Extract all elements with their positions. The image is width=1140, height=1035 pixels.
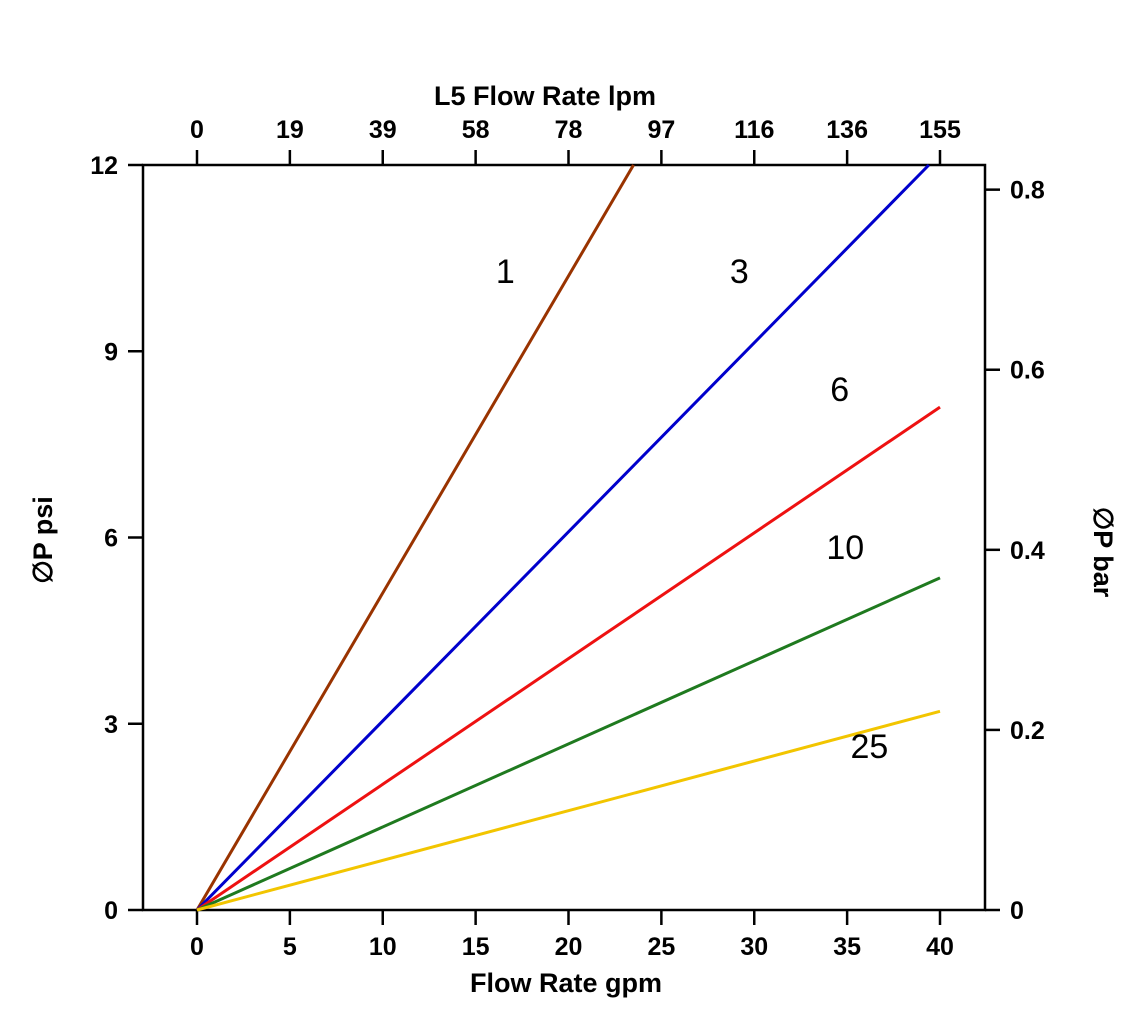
left-axis-tick-label: 0 (104, 897, 118, 925)
top-axis-tick-label: 19 (276, 116, 304, 144)
top-axis-tick-label: 116 (734, 116, 774, 144)
bottom-axis-tick-label: 15 (462, 933, 490, 961)
bottom-axis-tick-label: 10 (369, 933, 397, 961)
top-axis-tick-label: 39 (369, 116, 397, 144)
top-axis-tick-label: 97 (647, 116, 675, 144)
right-axis-tick-label: 0.4 (1010, 537, 1045, 565)
series-label-1: 1 (496, 253, 515, 291)
top-axis-tick-label: 155 (919, 116, 961, 144)
series-label-3: 3 (730, 253, 749, 291)
bottom-axis-tick-label: 35 (833, 933, 861, 961)
bottom-axis-tick-label: 25 (647, 933, 675, 961)
right-axis-tick-label: 0.6 (1010, 357, 1045, 385)
chart-dynamic-layer: 0 5 10 15 20 25 30 35 400 19 39 58 78 97 116 136 1550369… (90, 116, 1045, 961)
top-axis-tick-label: 58 (462, 116, 490, 144)
series-line-3 (195, 163, 930, 912)
left-axis-tick-label: 9 (104, 338, 118, 366)
series-line-25 (196, 709, 941, 912)
top-axis-tick-label: 78 (555, 116, 583, 144)
left-axis-tick-label: 12 (90, 152, 118, 180)
series-line-10 (196, 576, 941, 912)
bottom-axis-tick-label: 20 (555, 933, 583, 961)
bottom-axis-tick-label: 0 (190, 933, 204, 961)
series-line-6 (196, 405, 941, 912)
top-axis-title: L5 Flow Rate lpm (434, 81, 656, 111)
top-axis-tick-label: 0 (190, 116, 204, 144)
left-axis-tick-label: 6 (104, 525, 118, 553)
bottom-axis-tick-label: 5 (283, 933, 297, 961)
series-label-6: 6 (830, 371, 849, 409)
bottom-axis-tick-label: 30 (740, 933, 768, 961)
right-axis-tick-label: 0 (1010, 897, 1024, 925)
left-axis-title: ∅P psi (28, 496, 58, 584)
right-axis-tick-label: 0.2 (1010, 717, 1045, 745)
series-label-10: 10 (826, 529, 864, 567)
bottom-axis-tick-label: 40 (926, 933, 954, 961)
series-label-25: 25 (851, 728, 889, 766)
top-axis-tick-label: 136 (826, 116, 868, 144)
right-axis-tick-label: 0.8 (1010, 177, 1045, 205)
series-line-1 (195, 164, 635, 911)
right-axis-title: ∅P bar (1088, 507, 1118, 598)
left-axis-tick-label: 3 (104, 711, 118, 739)
bottom-axis-title: Flow Rate gpm (470, 968, 662, 998)
